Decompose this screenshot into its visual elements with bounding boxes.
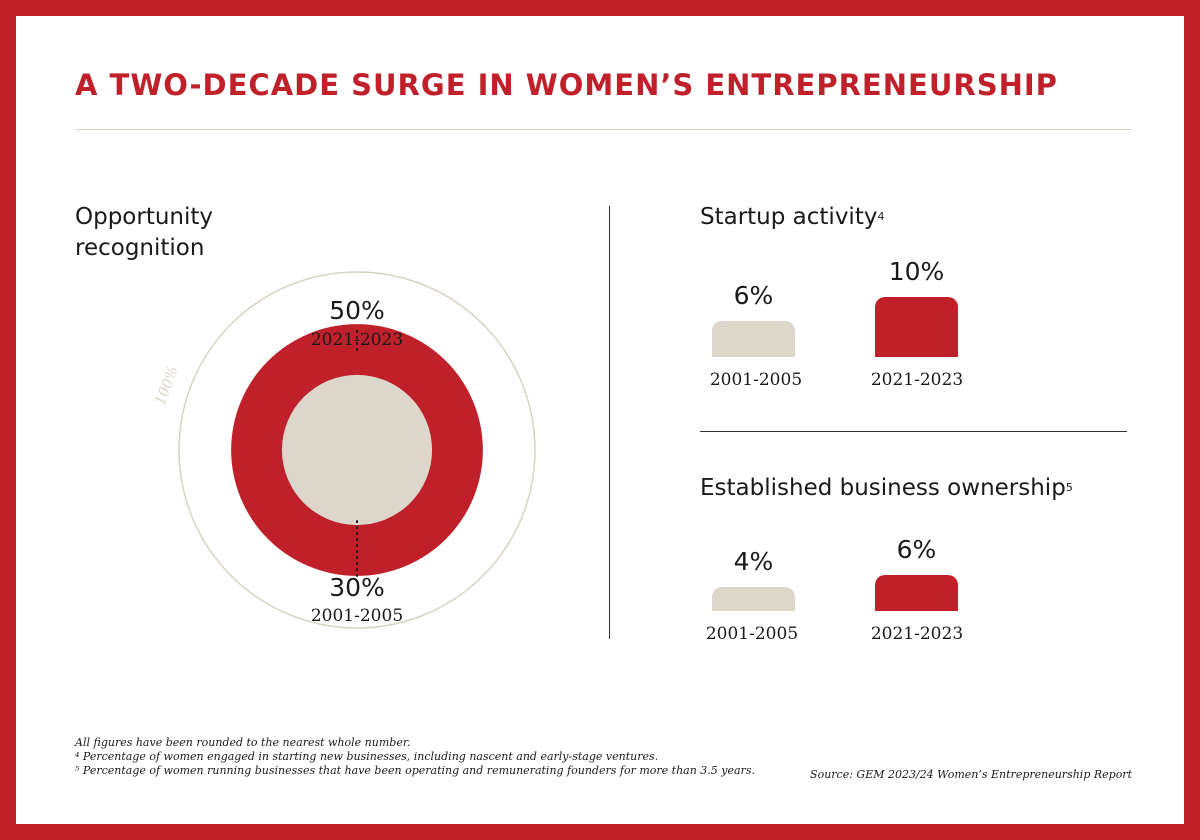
opportunity-heading-line-1: Opportunity — [75, 204, 214, 230]
established-value-2001-2005: 4% — [733, 547, 774, 576]
opportunity-heading: Opportunity recognition — [75, 202, 213, 264]
footnote-4: ⁴ Percentage of women engaged in startin… — [75, 750, 659, 763]
startup-category-2001-2005: 2001-2005 — [709, 370, 803, 390]
footnotes: All figures have been rounded to the nea… — [75, 736, 755, 778]
scale-label-100: 100% — [153, 364, 182, 407]
donut-center-2001-2005 — [281, 374, 433, 526]
startup-footnote-mark: 4 — [877, 210, 885, 223]
startup-bar-2021-2023 — [875, 297, 958, 357]
established-category-2021-2023: 2021-2023 — [870, 624, 964, 644]
scale-ring-100 — [178, 271, 536, 629]
startup-bar-2001-2005 — [712, 321, 795, 357]
title-divider — [75, 129, 1132, 130]
established-category-2001-2005: 2001-2005 — [705, 624, 799, 644]
donut-label-2001-2005: 2001-2005 — [310, 606, 404, 626]
infographic-frame: A TWO-DECADE SURGE IN WOMEN’S ENTREPRENE… — [16, 16, 1184, 824]
donut-value-2001-2005: 30% — [329, 573, 385, 602]
established-heading: Established business ownership5 — [700, 473, 1073, 504]
donut-label-2021-2023: 2021-2023 — [310, 330, 404, 350]
startup-category-2021-2023: 2021-2023 — [870, 370, 964, 390]
source-citation: Source: GEM 2023/24 Women’s Entrepreneur… — [810, 768, 1132, 781]
established-value-2021-2023: 6% — [896, 535, 937, 564]
startup-heading-text: Startup activity — [700, 204, 878, 230]
startup-value-2001-2005: 6% — [733, 281, 774, 310]
footnote-rounding: All figures have been rounded to the nea… — [75, 736, 411, 749]
page-title: A TWO-DECADE SURGE IN WOMEN’S ENTREPRENE… — [75, 68, 1058, 102]
opportunity-donut-chart: 100% — [153, 271, 536, 629]
established-heading-text: Established business ownership — [700, 475, 1066, 501]
established-bar-2001-2005 — [712, 587, 795, 611]
established-footnote-mark: 5 — [1065, 481, 1073, 494]
donut-value-2021-2023: 50% — [329, 296, 385, 325]
startup-value-2021-2023: 10% — [888, 257, 945, 286]
horizontal-divider — [700, 431, 1127, 432]
established-bar-2021-2023 — [875, 575, 958, 611]
vertical-divider — [609, 206, 610, 639]
startup-heading: Startup activity4 — [700, 202, 884, 233]
footnote-5: ⁵ Percentage of women running businesses… — [75, 764, 755, 777]
opportunity-heading-line-2: recognition — [75, 235, 205, 261]
